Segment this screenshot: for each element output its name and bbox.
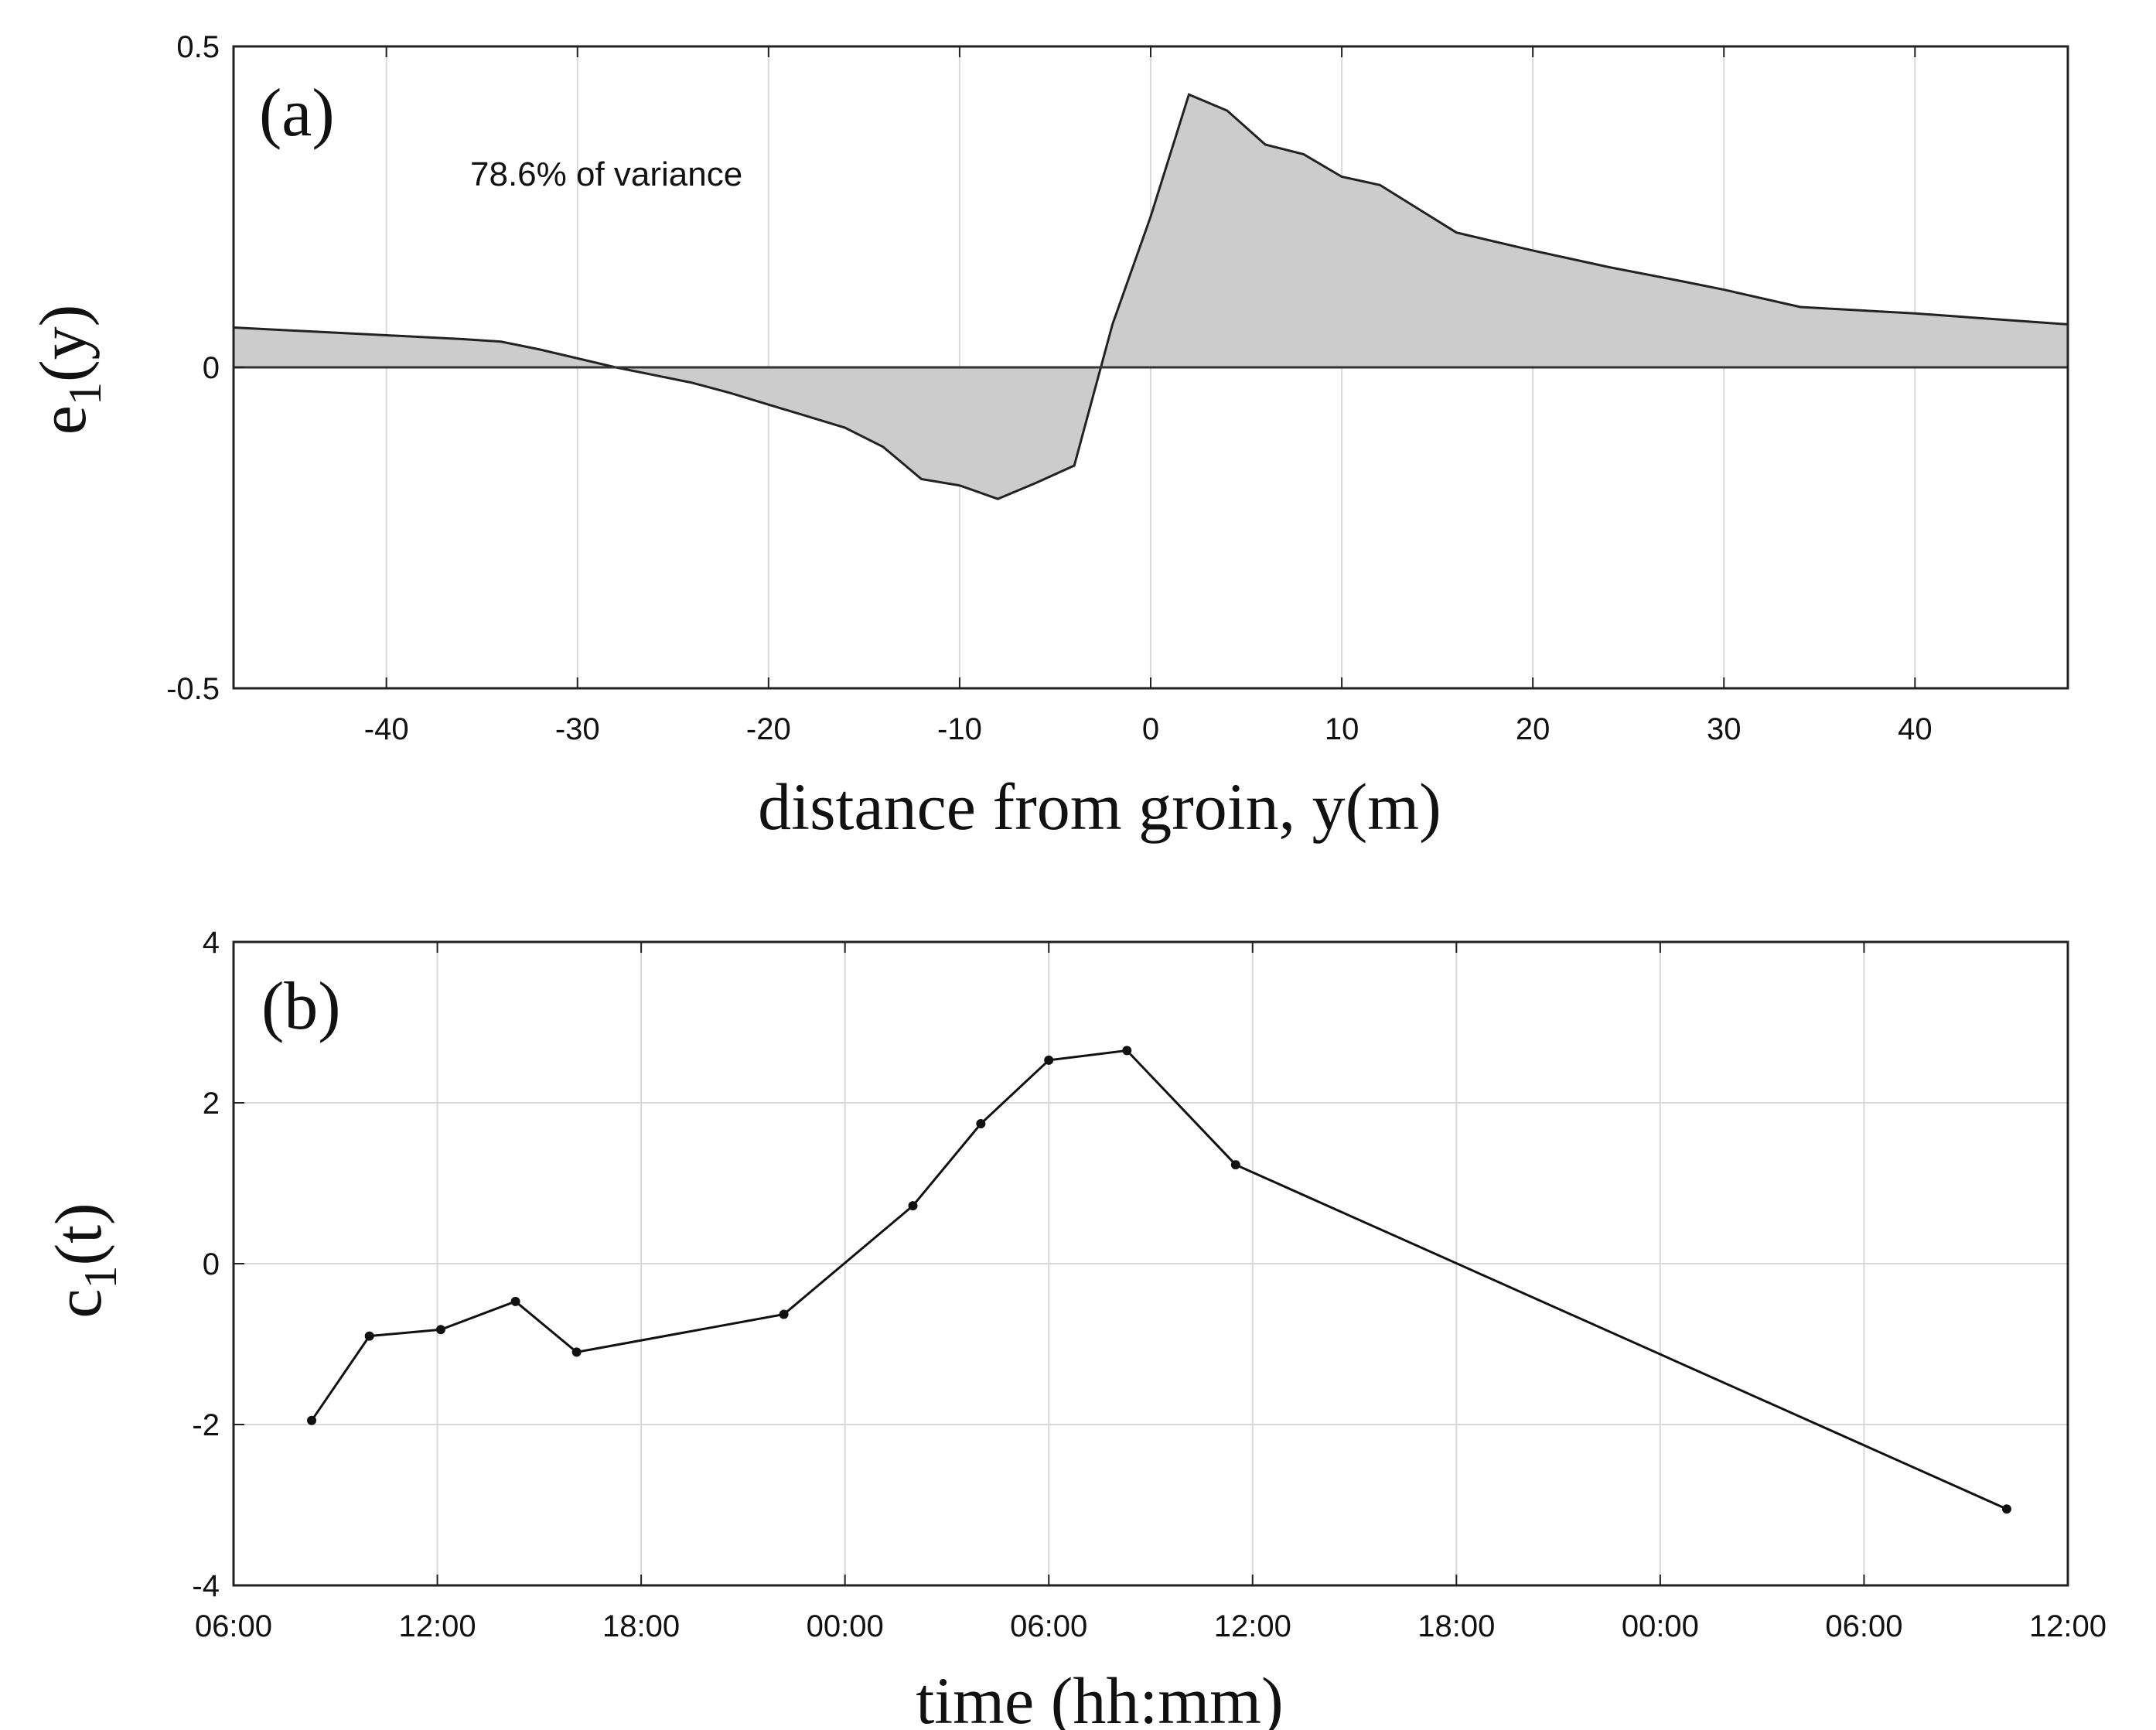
b-data-point [779, 1309, 789, 1319]
b-data-point [976, 1119, 986, 1129]
b-y-tick-label: -2 [192, 1408, 220, 1442]
y-axis-label-b-sub: 1 [75, 1266, 126, 1289]
panel-label-a: (a) [259, 76, 335, 151]
a-y-tick-label: 0 [203, 351, 220, 385]
a-axes-frame [232, 45, 2069, 690]
a-x-tick-label: 30 [1707, 712, 1742, 746]
b-data-point [1044, 1055, 1054, 1065]
b-data-point [1230, 1160, 1240, 1170]
b-x-tick-label: 06:00 [195, 1609, 272, 1643]
b-series-line [310, 1049, 2008, 1510]
b-x-tick-label: 12:00 [2029, 1609, 2107, 1643]
b-y-tick-label: 0 [203, 1247, 220, 1281]
x-axis-label-a: distance from groin, y(m) [758, 769, 1441, 844]
b-data-point [571, 1347, 582, 1357]
b-x-tick-label: 12:00 [399, 1609, 476, 1643]
a-x-tick-label: -10 [937, 712, 982, 746]
a-x-tick-label: -40 [364, 712, 409, 746]
b-y-tick-labels: -4 -2 0 2 4 [192, 926, 220, 1603]
a-series-line [233, 93, 2069, 500]
a-x-tick-label: 40 [1898, 712, 1933, 746]
b-y-tick-label: 2 [203, 1087, 220, 1121]
a-x-tick-label: -30 [555, 712, 600, 746]
a-area-layer [233, 93, 2069, 500]
a-x-tick-label: 20 [1516, 712, 1550, 746]
b-data-point [2001, 1504, 2011, 1514]
b-x-tick-label: 00:00 [1622, 1609, 1699, 1643]
variance-annotation: 78.6% of variance [470, 155, 742, 193]
b-x-tick-label: 12:00 [1214, 1609, 1291, 1643]
b-data-point [908, 1201, 918, 1211]
b-x-tick-label: 06:00 [1010, 1609, 1087, 1643]
b-data-point [364, 1331, 374, 1341]
b-y-tick-label: 4 [203, 926, 220, 960]
y-axis-label-b: c1(t) [41, 1203, 126, 1318]
b-data-point [1122, 1046, 1132, 1056]
b-data-point [307, 1415, 317, 1425]
y-axis-label-a-tail: (y) [26, 305, 100, 382]
panel-b: 06:00 12:00 18:00 00:00 06:00 12:00 18:00 00:00… [41, 926, 2107, 1730]
b-series-layer [307, 1046, 2011, 1514]
a-y-tick-label: -0.5 [166, 672, 220, 706]
b-data-point [435, 1325, 445, 1335]
a-y-tick-labels: -0.5 0 0.5 [166, 30, 220, 706]
a-x-tick-label: -20 [746, 712, 791, 746]
b-axes-frame [232, 940, 2069, 1587]
panel-label-b: (b) [261, 969, 341, 1044]
b-x-tick-label: 18:00 [1417, 1609, 1495, 1643]
a-x-tick-label: 0 [1142, 712, 1159, 746]
b-data-point [510, 1296, 520, 1306]
x-axis-label-b: time (hh:mm) [916, 1663, 1283, 1730]
y-axis-label-a: e1(y) [26, 305, 111, 435]
a-y-tick-label: 0.5 [176, 30, 220, 64]
a-fill-area [234, 94, 2068, 500]
b-x-tick-label: 18:00 [602, 1609, 680, 1643]
a-x-tick-label: 10 [1325, 712, 1359, 746]
b-x-tick-label: 06:00 [1825, 1609, 1902, 1643]
y-axis-label-a-main: e [26, 405, 100, 435]
y-axis-label-b-tail: (t) [41, 1203, 115, 1265]
y-axis-label-a-sub: 1 [60, 382, 111, 405]
b-gridlines [233, 941, 2069, 1586]
b-y-tick-label: -4 [192, 1569, 220, 1603]
b-x-tick-label: 00:00 [807, 1609, 884, 1643]
a-x-tick-labels: -40 -30 -20 -10 0 10 20 30 40 [364, 712, 1933, 746]
panel-a: -40 -30 -20 -10 0 10 20 30 40 -0.5 0 0.5 (a) 78.6%… [26, 30, 2069, 844]
y-axis-label-b-main: c [41, 1289, 115, 1319]
b-x-tick-labels: 06:00 12:00 18:00 00:00 06:00 12:00 18:00 00:00… [195, 1609, 2107, 1643]
